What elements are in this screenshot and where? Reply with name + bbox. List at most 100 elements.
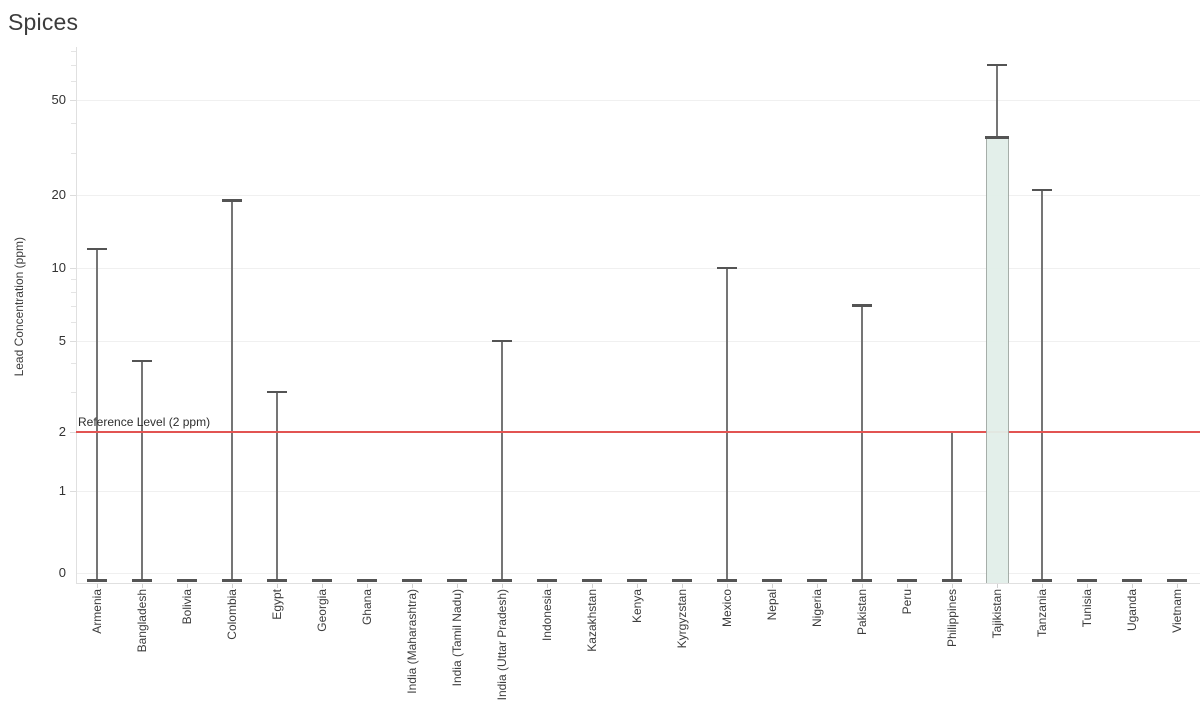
x-tick-label: Uganda <box>1125 589 1139 634</box>
x-tick-label: India (Uttar Pradesh) <box>495 589 509 703</box>
x-tick-label: Bangladesh <box>135 589 149 655</box>
error-bar-cap-top <box>492 339 512 343</box>
y-tick-label: 1 <box>58 483 66 498</box>
error-bar-cap-bottom <box>852 579 872 582</box>
x-tick-label-text: Nigeria <box>810 589 824 628</box>
error-bar-cap-bottom <box>222 579 242 582</box>
x-tick-label-text: Tanzania <box>1035 589 1049 638</box>
error-bar-cap-bottom <box>672 579 692 582</box>
gridline <box>76 491 1200 492</box>
x-tick-label-text: Nepal <box>765 589 779 621</box>
error-bar-line <box>1041 189 1043 581</box>
x-tick <box>412 584 413 588</box>
x-tick <box>727 584 728 588</box>
x-tick-label-text: Bangladesh <box>135 589 149 653</box>
error-bar-cap-bottom <box>942 579 962 582</box>
x-tick <box>862 584 863 588</box>
x-tick <box>457 584 458 588</box>
error-bar-cap-bottom <box>1077 579 1097 582</box>
x-tick <box>322 584 323 588</box>
x-tick <box>142 584 143 588</box>
y-minor-tick <box>71 123 76 125</box>
x-tick-label: Tunisia <box>1080 589 1094 630</box>
error-bar-cap-top <box>132 359 152 362</box>
x-tick <box>772 584 773 588</box>
x-tick <box>682 584 683 588</box>
x-tick <box>187 584 188 588</box>
y-minor-tick <box>71 65 76 67</box>
x-axis-line <box>76 583 1200 584</box>
x-tick-label: Vietnam <box>1170 589 1184 636</box>
x-tick-label: Kazakhstan <box>585 589 599 655</box>
error-bar-cap-bottom <box>447 579 467 582</box>
y-minor-tick <box>71 81 76 83</box>
error-bar-cap-bottom <box>402 579 422 582</box>
error-bar-cap-bottom <box>762 579 782 582</box>
error-bar-cap-bottom <box>492 579 512 582</box>
x-tick <box>367 584 368 588</box>
y-minor-tick <box>71 51 76 53</box>
x-tick-label-text: Tunisia <box>1080 589 1094 628</box>
gridline <box>76 573 1200 574</box>
x-tick-label-text: Pakistan <box>855 589 869 636</box>
y-tick-label: 50 <box>51 92 66 107</box>
x-tick-label-text: Bolivia <box>180 589 194 625</box>
y-tick <box>70 268 76 269</box>
y-tick <box>70 195 76 196</box>
error-bar-cap-bottom <box>87 579 107 582</box>
error-bar-line <box>996 65 998 137</box>
x-tick <box>547 584 548 588</box>
x-tick <box>997 584 998 588</box>
highlight-bar <box>985 137 1009 583</box>
x-tick <box>1177 584 1178 588</box>
chart-title: Spices <box>8 9 79 35</box>
x-tick <box>1087 584 1088 588</box>
gridline <box>76 100 1200 101</box>
error-bar-cap-top <box>717 266 737 270</box>
x-tick-label: Nepal <box>765 589 779 623</box>
y-minor-tick <box>71 363 76 365</box>
x-tick-label-text: Ghana <box>360 589 374 626</box>
x-tick-label: Kenya <box>630 589 644 626</box>
x-tick <box>232 584 233 588</box>
x-tick-label-text: Colombia <box>225 589 239 640</box>
x-tick-label-text: Tajikistan <box>990 589 1004 639</box>
y-minor-tick <box>71 153 76 154</box>
error-bar-line <box>96 248 98 581</box>
x-tick-label: Kyrgyzstan <box>675 589 689 651</box>
x-tick-label: Mexico <box>720 589 734 630</box>
gridline <box>76 195 1200 196</box>
x-tick-label-text: Vietnam <box>1170 589 1184 633</box>
y-tick-label: 0 <box>58 565 66 580</box>
reference-line-label: Reference Level (2 ppm) <box>78 415 211 429</box>
y-tick-label: 5 <box>58 333 66 348</box>
x-tick-label-text: Georgia <box>315 589 329 632</box>
error-bar-line <box>276 391 278 581</box>
x-tick-label: India (Maharashtra) <box>405 589 419 697</box>
gridline <box>76 341 1200 342</box>
x-tick-label: Pakistan <box>855 589 869 638</box>
y-tick <box>70 341 76 342</box>
x-tick-label-text: India (Uttar Pradesh) <box>495 589 509 701</box>
error-bar-cap-bottom <box>537 579 557 582</box>
y-tick <box>70 491 76 492</box>
x-tick-label-text: Kazakhstan <box>585 589 599 652</box>
x-tick-label-text: Kyrgyzstan <box>675 589 689 649</box>
error-bar-cap-bottom <box>132 579 152 582</box>
x-tick <box>97 584 98 588</box>
x-tick-label: Peru <box>900 589 914 617</box>
x-tick-label: Bolivia <box>180 589 194 627</box>
gridline <box>76 268 1200 269</box>
y-axis-title: Lead Concentration (ppm) <box>12 237 26 381</box>
error-bar-line <box>951 432 953 581</box>
y-minor-tick <box>71 305 76 307</box>
x-tick-label: Colombia <box>225 589 239 643</box>
x-tick <box>277 584 278 588</box>
error-bar-cap-top <box>1032 188 1052 192</box>
x-tick-label: India (Tamil Nadu) <box>450 589 464 689</box>
y-minor-tick <box>71 291 76 293</box>
x-tick-label-text: Peru <box>900 589 914 615</box>
x-tick <box>592 584 593 588</box>
y-minor-tick <box>71 279 76 281</box>
x-tick-label-text: Philippines <box>945 589 959 648</box>
